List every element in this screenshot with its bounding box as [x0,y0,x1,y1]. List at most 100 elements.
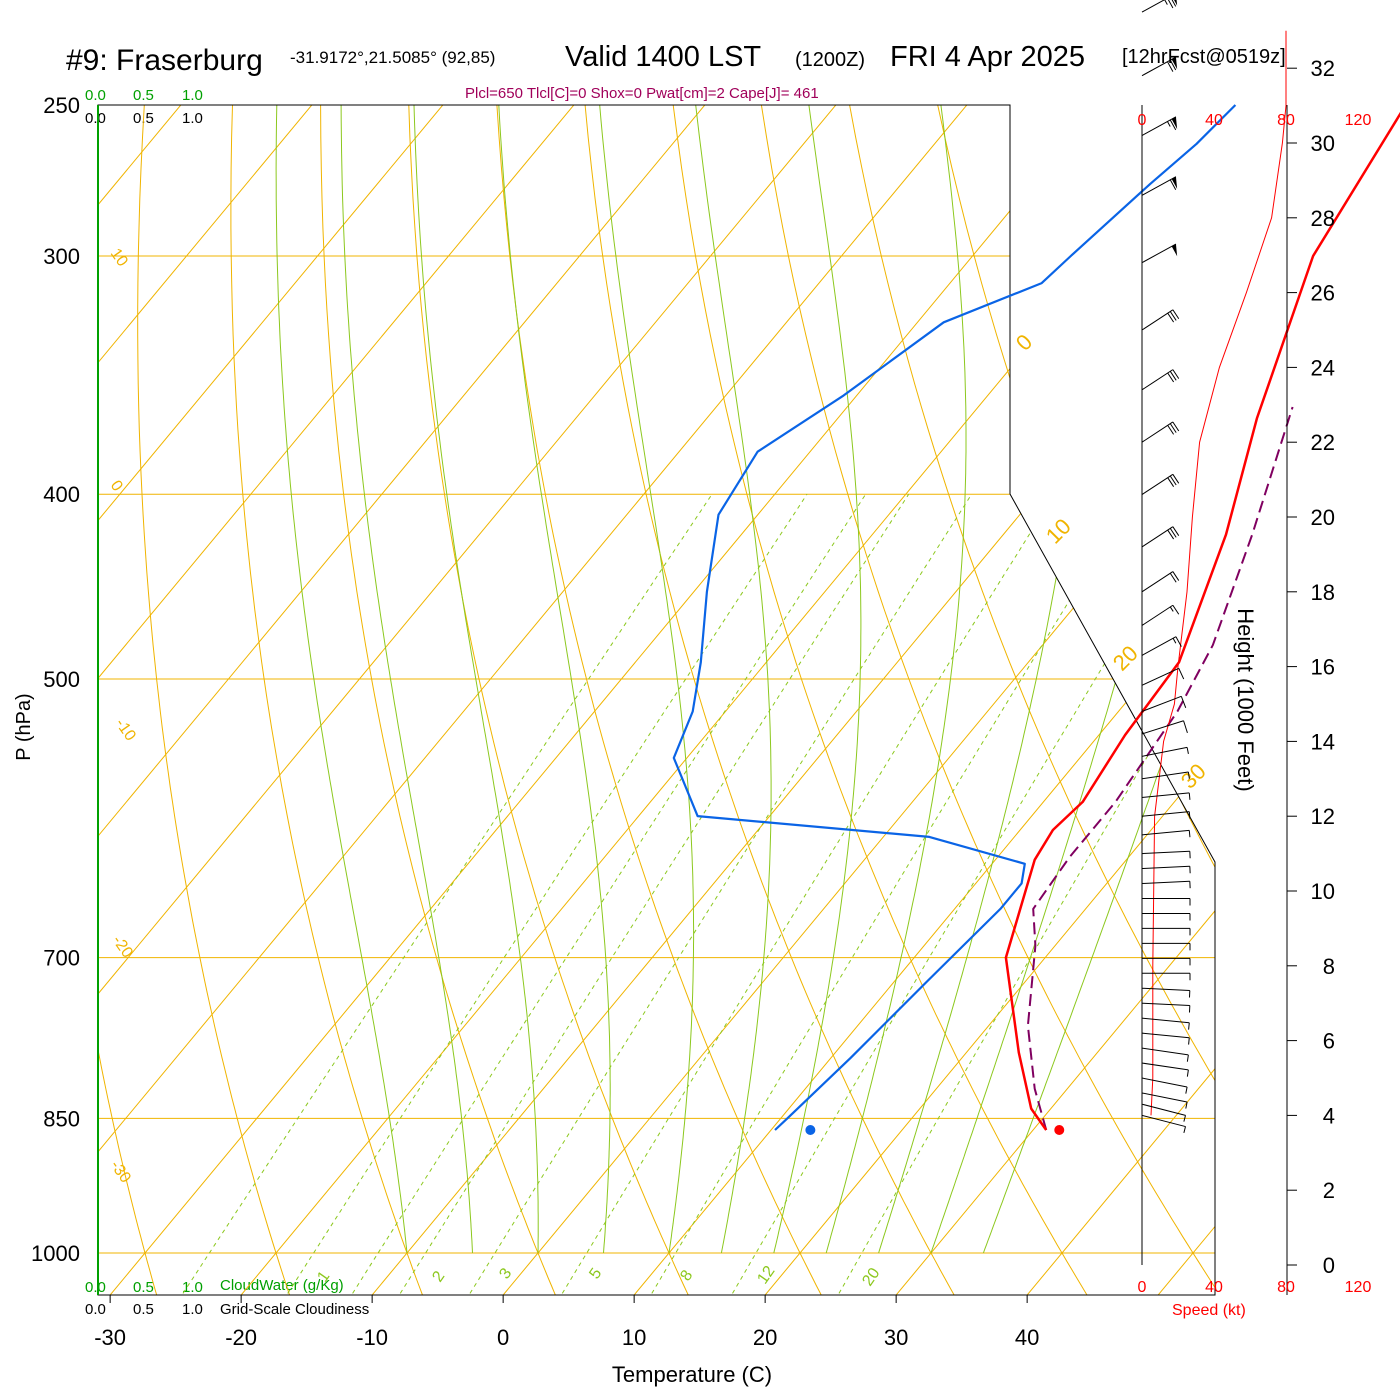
pressure-tick-label: 1000 [31,1241,80,1266]
moist-adiabat [878,105,1091,1254]
wind-barb-staff [1141,880,1190,885]
wind-barb-staff [1141,571,1174,593]
height-tick-label: 26 [1311,281,1335,306]
dry-adiabat [137,105,303,1295]
wind-barb-staff [1141,667,1179,686]
wind-barb [1141,720,1188,735]
height-tick-label: 30 [1311,131,1335,156]
zulu-time: (1200Z) [795,49,865,71]
wind-barb [1141,56,1178,77]
wind-barb [1141,571,1180,593]
wind-barb [1142,942,1191,951]
wind-barb-staff [1141,473,1174,495]
cloudwater-tick: 1.0 [182,1279,203,1296]
wind-barb [1141,176,1178,196]
height-tick-label: 24 [1311,355,1335,380]
wind-barb [1141,1047,1189,1062]
wind-barb-flag [1172,421,1180,432]
wind-barb-flag [1167,425,1175,435]
wind-barb-pennant [1171,176,1178,189]
wind-barb [1141,1092,1188,1109]
wind-barb-staff [1141,526,1174,548]
wind-barb-staff [1141,309,1174,331]
dry-adiabat [98,105,168,1295]
wind-barb [1142,897,1191,906]
wind-barb-staff [1141,1032,1190,1039]
pressure-tick-label: 500 [43,667,80,692]
wind-barb [1142,927,1191,936]
plot-frame [97,104,1216,1296]
mixing-ratio-line [732,493,1208,1294]
dewpoint-line [672,104,1237,1131]
wind-barb-staff [1141,865,1190,870]
speed-tick-top: 80 [1277,112,1295,129]
moist-adiabat-label: 0 [1011,329,1037,355]
wind-barb-flag [1183,720,1188,733]
height-tick-label: 32 [1311,56,1335,81]
cloudiness-tick: 0.0 [85,1301,106,1318]
dry-adiabat [738,105,1215,1295]
wind-barb-staff [1141,720,1184,735]
isotherm-line [1133,105,1215,1295]
speed-tick-bottom: 40 [1205,1279,1223,1296]
x-axis-title: Temperature (C) [612,1362,772,1387]
speed-tick-bottom: 120 [1345,1279,1372,1296]
thermo-grid [98,105,1215,1295]
wind-barb-half [1169,606,1174,612]
wind-barb [1142,972,1191,981]
height-tick-label: 18 [1311,580,1335,605]
dry-adiabat [320,105,572,1295]
wind-barb-staff [1141,792,1190,798]
wind-barb [1141,604,1180,626]
moist-adiabat [596,105,695,1254]
wind-barb [1141,746,1189,757]
wind-barb-flag [1167,477,1175,487]
wind-barb-flag [1172,604,1180,615]
wind-barb [1141,369,1180,391]
pressure-tick-label: 400 [43,482,80,507]
dry-adiabat-label: -10 [112,716,139,745]
wind-barb-staff [1141,1103,1186,1116]
wind-barb [1141,116,1178,136]
wind-barb-flag [1169,119,1177,131]
moist-adiabat [691,105,772,1254]
valid-date: FRI 4 Apr 2025 [890,41,1085,73]
speed-tick-top: 120 [1345,112,1372,129]
isotherm-line [478,105,1215,1295]
wind-barb-staff [1141,850,1190,855]
mixing-ratio-line [561,493,1056,1294]
wind-barb-half [1183,1126,1186,1134]
wind-barb-staff [1141,695,1182,712]
cloudwater-tick: 1.0 [182,87,203,104]
wind-barb [1142,912,1191,921]
dry-adiabat-label: -30 [107,1158,134,1187]
x-tick-label: 30 [884,1325,908,1350]
wind-barb-staff [1141,1092,1188,1103]
wind-barb-half [1188,811,1191,819]
wind-barb [1141,667,1185,686]
wind-barb-staff [1141,829,1190,836]
isotherm-line [216,105,1215,1295]
dry-adiabat [572,105,976,1295]
wind-barb [1141,636,1182,656]
height-tick-label: 16 [1311,655,1335,680]
height-tick-label: 14 [1311,729,1335,754]
wind-barb-flag [1169,423,1177,433]
wind-barb [1141,1103,1186,1122]
wind-barb [1141,987,1191,998]
speed-tick-top: 0 [1138,112,1147,129]
mixing-ratio-line [287,493,808,1294]
height-tick-label: 12 [1311,804,1335,829]
wind-barb-staff [1141,1114,1186,1128]
mixing-ratio-label: 3 [496,1265,515,1282]
height-tick-label: 4 [1323,1103,1335,1128]
wind-barb-staff [1141,369,1174,391]
wind-barb [1141,865,1191,874]
wind-speed-profile [1150,30,1287,1116]
moist-adiabat [773,105,862,1254]
isotherm-line [98,105,865,1295]
cloudiness-tick: 0.5 [133,1301,154,1318]
wind-barb-flag [1167,312,1175,323]
wind-barb-half [1172,638,1177,644]
cloudwater-tick: 0.5 [133,1279,154,1296]
